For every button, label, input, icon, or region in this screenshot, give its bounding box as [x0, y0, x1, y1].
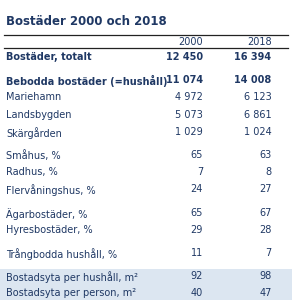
- Text: Småhus, %: Småhus, %: [6, 150, 61, 161]
- Text: 63: 63: [259, 150, 272, 160]
- Text: Radhus, %: Radhus, %: [6, 167, 58, 177]
- Text: 5 073: 5 073: [175, 110, 203, 120]
- Text: 2018: 2018: [247, 37, 272, 47]
- Text: Landsbygden: Landsbygden: [6, 110, 72, 120]
- Text: 92: 92: [191, 271, 203, 281]
- Text: Bostadsyta per hushåll, m²: Bostadsyta per hushåll, m²: [6, 271, 138, 283]
- Text: 29: 29: [191, 225, 203, 235]
- Text: 16 394: 16 394: [234, 52, 272, 62]
- Text: 27: 27: [259, 184, 272, 194]
- Text: 98: 98: [259, 271, 272, 281]
- Text: 65: 65: [191, 208, 203, 218]
- Text: Ägarbostäder, %: Ägarbostäder, %: [6, 208, 87, 220]
- Text: Mariehamn: Mariehamn: [6, 92, 61, 102]
- Text: Bebodda bostäder (=hushåll): Bebodda bostäder (=hushåll): [6, 75, 168, 87]
- Text: 11 074: 11 074: [166, 75, 203, 85]
- Text: 40: 40: [191, 288, 203, 298]
- Bar: [0, 286, 292, 300]
- Text: Hyresbostäder, %: Hyresbostäder, %: [6, 225, 93, 235]
- Text: 1 024: 1 024: [244, 127, 272, 137]
- Text: 7: 7: [265, 248, 272, 258]
- Text: 65: 65: [191, 150, 203, 160]
- Text: 8: 8: [265, 167, 272, 177]
- Text: 7: 7: [197, 167, 203, 177]
- Text: Trångbodda hushåll, %: Trångbodda hushåll, %: [6, 248, 117, 260]
- Text: Bostäder 2000 och 2018: Bostäder 2000 och 2018: [6, 15, 167, 28]
- Text: 12 450: 12 450: [166, 52, 203, 62]
- Text: Skärgården: Skärgården: [6, 127, 62, 139]
- Text: 6 861: 6 861: [244, 110, 272, 120]
- Text: 24: 24: [191, 184, 203, 194]
- Text: 2000: 2000: [178, 37, 203, 47]
- Text: 28: 28: [259, 225, 272, 235]
- Text: 11: 11: [191, 248, 203, 258]
- Text: 1 029: 1 029: [175, 127, 203, 137]
- Text: Bostadsyta per person, m²: Bostadsyta per person, m²: [6, 288, 136, 298]
- Text: 6 123: 6 123: [244, 92, 272, 102]
- Text: Bostäder, totalt: Bostäder, totalt: [6, 52, 92, 62]
- Text: 47: 47: [259, 288, 272, 298]
- Text: 4 972: 4 972: [175, 92, 203, 102]
- Bar: [0, 269, 292, 286]
- Text: 67: 67: [259, 208, 272, 218]
- Text: Flervåningshus, %: Flervåningshus, %: [6, 184, 95, 196]
- Text: 14 008: 14 008: [234, 75, 272, 85]
